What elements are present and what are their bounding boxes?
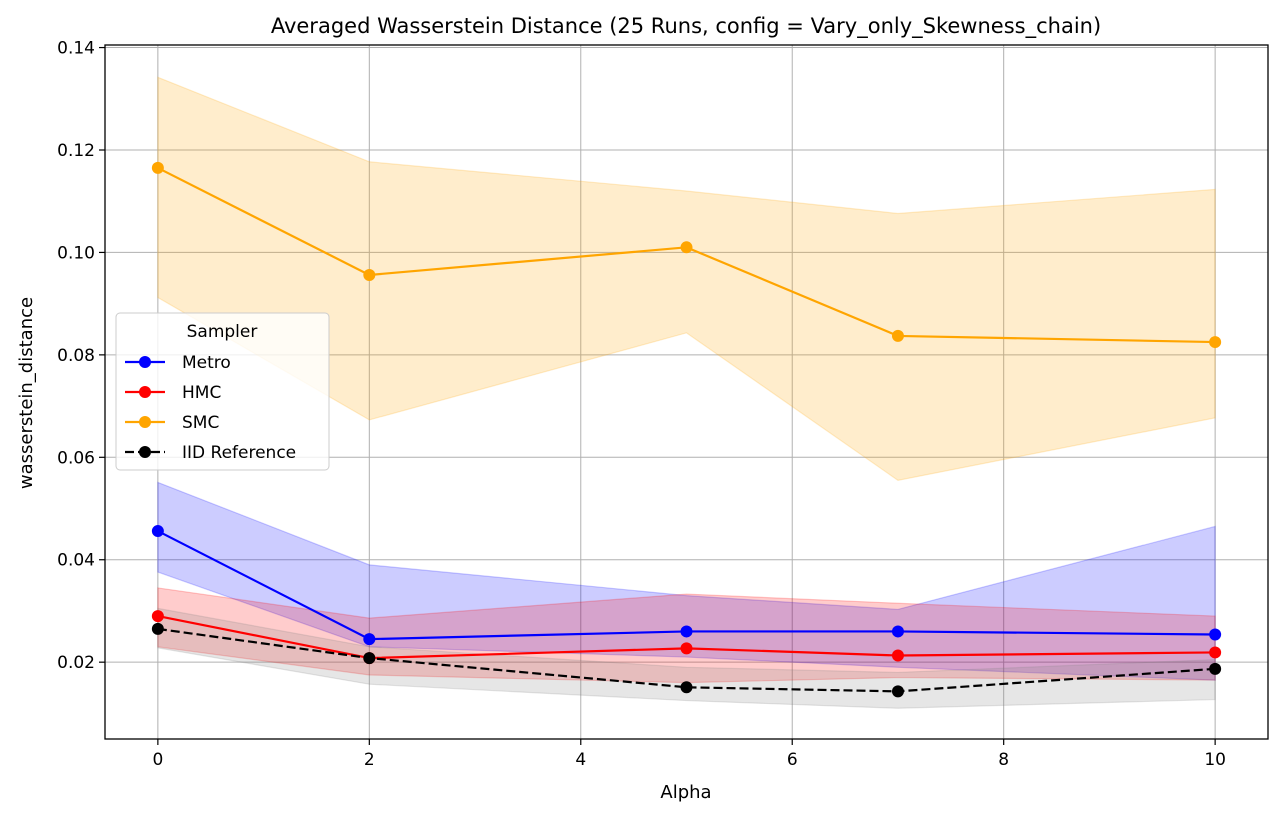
series-markers — [151, 161, 1222, 698]
y-tick-label: 0.02 — [57, 653, 95, 673]
chart-title: Averaged Wasserstein Distance (25 Runs, … — [271, 14, 1101, 39]
legend-items: Metro HMC SMC IID Reference — [125, 353, 296, 463]
y-tick-label: 0.14 — [57, 39, 95, 59]
x-axis-label: Alpha — [660, 782, 711, 803]
point-iid-reference — [680, 681, 693, 694]
y-axis-ticks: 0.02 0.04 0.06 0.08 0.10 0.12 0.14 — [57, 39, 105, 673]
point-metro — [680, 625, 693, 638]
x-tick-label: 0 — [152, 750, 163, 770]
point-metro — [1209, 628, 1222, 641]
point-hmc — [1209, 646, 1222, 659]
legend-label-iid-reference: IID Reference — [182, 443, 296, 463]
legend: Sampler Metro HMC SMC IID Reference — [115, 312, 330, 471]
point-hmc — [151, 610, 164, 623]
y-tick-label: 0.10 — [57, 243, 95, 263]
legend-box — [115, 312, 330, 471]
x-tick-label: 10 — [1204, 750, 1226, 770]
y-tick-label: 0.06 — [57, 448, 95, 468]
point-iid-reference — [1209, 662, 1222, 675]
legend-marker-iid-reference — [139, 446, 151, 458]
point-hmc — [891, 649, 904, 662]
point-smc — [891, 329, 904, 342]
line-iid-reference — [157, 627, 1216, 693]
legend-label-smc: SMC — [182, 413, 219, 433]
x-tick-label: 4 — [575, 750, 586, 770]
x-tick-label: 2 — [364, 750, 375, 770]
legend-marker-hmc — [139, 386, 151, 398]
legend-label-metro: Metro — [182, 353, 231, 373]
band-metro — [157, 481, 1216, 681]
legend-marker-smc — [139, 416, 151, 428]
point-smc — [1209, 336, 1222, 349]
point-iid-reference — [891, 685, 904, 698]
y-tick-label: 0.04 — [57, 551, 95, 571]
point-smc — [363, 268, 376, 281]
point-smc — [151, 161, 164, 174]
legend-title: Sampler — [187, 322, 258, 342]
point-hmc — [680, 642, 693, 655]
legend-marker-metro — [139, 356, 151, 368]
plot-frame — [104, 44, 1269, 740]
point-metro — [151, 525, 164, 538]
point-iid-reference — [363, 652, 376, 665]
point-iid-reference — [151, 622, 164, 635]
point-metro — [363, 633, 376, 646]
x-tick-label: 8 — [998, 750, 1009, 770]
point-smc — [680, 241, 693, 254]
y-axis-label: wasserstein_distance — [16, 297, 37, 489]
x-tick-label: 6 — [787, 750, 798, 770]
legend-label-hmc: HMC — [182, 383, 221, 403]
point-metro — [891, 625, 904, 638]
band-iid-reference — [157, 607, 1216, 709]
x-axis-ticks: 0 2 4 6 8 10 — [152, 739, 1226, 770]
y-tick-label: 0.08 — [57, 346, 95, 366]
y-tick-label: 0.12 — [57, 141, 95, 161]
